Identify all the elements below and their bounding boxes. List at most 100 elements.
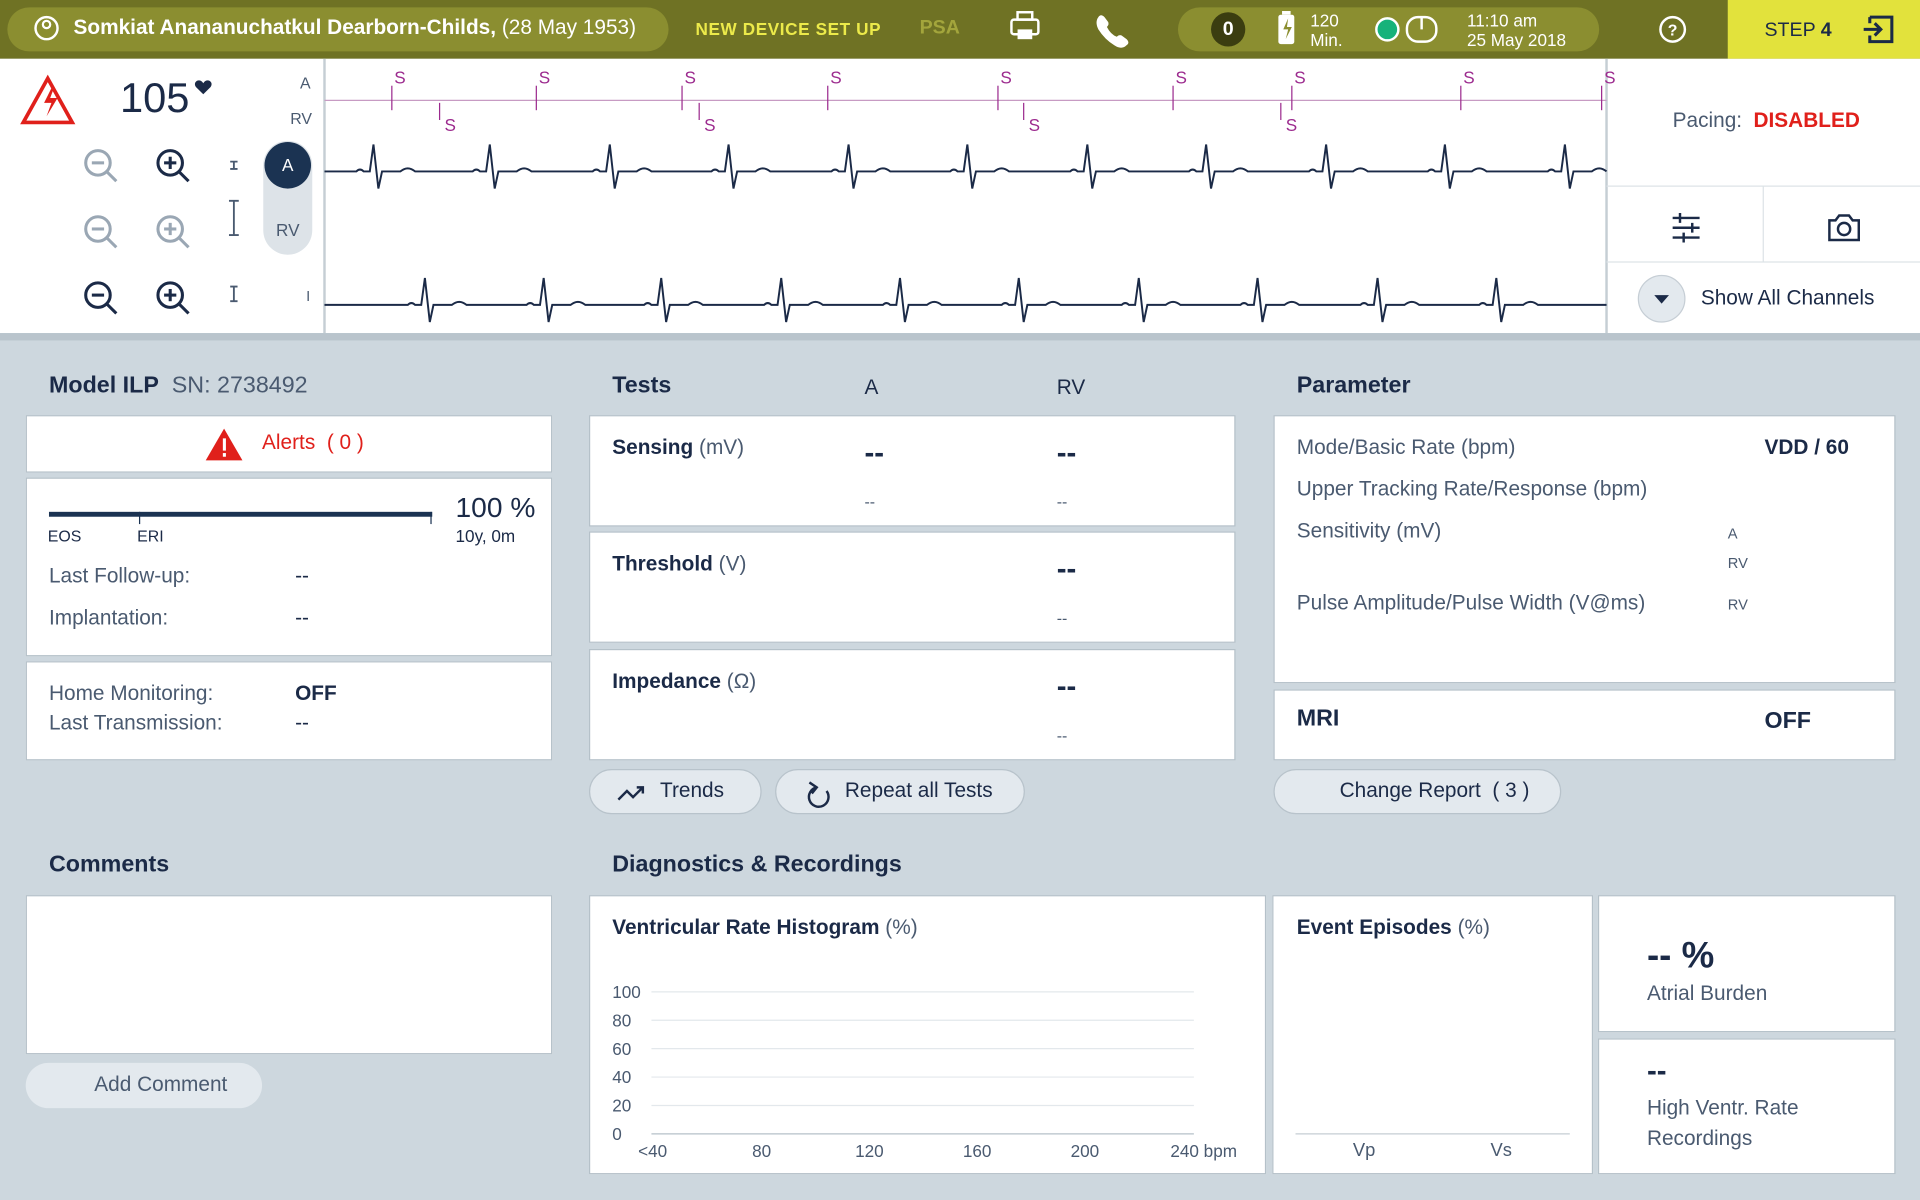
high-rate-label: High Ventr. Rate Recordings	[1646, 1095, 1799, 1150]
channel-label: A	[300, 73, 311, 93]
comments-box[interactable]	[25, 895, 553, 1055]
histogram-unit: (%)	[885, 915, 918, 939]
test-name: Impedance	[612, 669, 721, 693]
param-label: Upper Tracking Rate/Response (bpm)	[1296, 477, 1648, 501]
parameter-card	[1273, 415, 1896, 684]
x-tick-label: <40	[638, 1141, 667, 1161]
monitoring-card	[25, 661, 553, 761]
time: 11:10 am	[1466, 10, 1538, 31]
row-value: --	[295, 605, 309, 630]
x-tick-label: 160	[963, 1141, 992, 1161]
test-unit: (mV)	[699, 435, 745, 459]
episodes-unit: (%)	[1457, 915, 1490, 939]
test-sub: --	[1056, 726, 1068, 745]
channel-label: I	[306, 287, 311, 305]
y-tick-label: 40	[612, 1067, 631, 1087]
psa[interactable]: PSA	[919, 17, 960, 39]
model: Model ILP SN: 2738492	[49, 373, 308, 401]
sense-marker: S	[1463, 67, 1474, 87]
sense-marker: S	[394, 67, 405, 87]
histogram-card	[588, 895, 1267, 1175]
birth-date: (28 May 1953)	[501, 15, 637, 39]
sense-marker: S	[684, 67, 695, 87]
param-label: Mode/Basic Rate (bpm)	[1296, 435, 1516, 459]
param-chan: RV	[1727, 596, 1748, 614]
x-tick-label: 80	[752, 1141, 771, 1161]
x-tick-label: 200	[1071, 1141, 1100, 1161]
heart-rate: 105	[120, 75, 190, 122]
add-comment: Add Comment	[94, 1072, 228, 1096]
alerts-count: ( 0 )	[326, 430, 364, 455]
test-card	[588, 415, 1236, 527]
parameter-title: Parameter	[1296, 372, 1411, 399]
test-sub: --	[1056, 608, 1068, 628]
toggle-a[interactable]: A	[282, 155, 294, 175]
change-count: ( 3 )	[1492, 778, 1530, 802]
sense-marker: S	[1176, 67, 1187, 87]
row-value: --	[295, 711, 309, 735]
trends-label: Trends	[660, 778, 725, 802]
test-sub: --	[1056, 492, 1068, 511]
alerts-card[interactable]	[25, 415, 553, 473]
sense-marker: S	[704, 115, 715, 135]
mri-card	[1273, 689, 1896, 761]
sense-marker: S	[1000, 67, 1011, 87]
change-label: Change Report	[1339, 778, 1481, 802]
col-rv: RV	[1056, 375, 1086, 399]
test-card	[588, 531, 1236, 643]
x-tick-label: 240 bpm	[1170, 1141, 1237, 1161]
step[interactable]: STEP 4	[1764, 19, 1831, 42]
y-tick-label: 60	[612, 1039, 631, 1059]
show-channels[interactable]: Show All Channels	[1700, 286, 1875, 310]
episodes-x-label: Vp	[1352, 1140, 1376, 1161]
episodes-name: Event Episodes	[1296, 915, 1452, 939]
test-unit: (V)	[718, 552, 747, 576]
eos: EOS	[47, 526, 82, 546]
col-a: A	[864, 375, 879, 399]
alerts-label: Alerts	[262, 430, 316, 455]
patient-name: Somkiat Anananuchatkul Dearborn-Childs, …	[73, 16, 636, 41]
test-value: --	[1056, 552, 1077, 587]
y-tick-label: 80	[612, 1010, 631, 1030]
tests-title: Tests	[612, 372, 672, 399]
test-sub: --	[864, 492, 876, 511]
test-value: --	[1056, 670, 1077, 704]
sense-marker: S	[1604, 67, 1615, 87]
toggle-rv[interactable]: RV	[275, 219, 300, 240]
date: 25 May 2018	[1466, 30, 1567, 50]
change-report-button[interactable]	[1273, 768, 1562, 815]
svg-text:?: ?	[1668, 23, 1678, 40]
mode: NEW DEVICE SET UP	[695, 19, 882, 39]
ecg-wave	[324, 277, 1607, 323]
mri-value: OFF	[1764, 708, 1812, 735]
trends-button[interactable]	[588, 768, 762, 815]
pacing-status: DISABLED	[1753, 108, 1860, 133]
sense-marker: S	[1029, 115, 1040, 135]
x-tick-label: 120	[855, 1141, 884, 1161]
sense-marker: S	[830, 67, 841, 87]
add-comment-button[interactable]	[25, 1062, 263, 1109]
row-value: --	[295, 564, 309, 588]
episodes-x-label: Vs	[1490, 1140, 1512, 1161]
name: Somkiat Anananuchatkul Dearborn-Childs,	[73, 15, 497, 39]
param-label: Sensitivity (mV)	[1296, 518, 1442, 543]
high-rate-card	[1597, 1038, 1896, 1175]
y-tick-label: 100	[612, 982, 641, 1002]
param-label: Pulse Amplitude/Pulse Width (V@ms)	[1296, 591, 1646, 615]
step-number: 4	[1820, 20, 1832, 41]
episodes-card	[1272, 895, 1594, 1175]
high-rate-value: --	[1646, 1055, 1667, 1089]
diagnostics-title: Diagnostics & Recordings	[612, 851, 902, 878]
model-name: Model ILP	[48, 372, 159, 399]
comments-title: Comments	[48, 851, 170, 878]
histogram-title: Ventricular Rate Histogram (%)	[612, 916, 917, 941]
pacing-label: Pacing:	[1672, 108, 1743, 133]
param-value: VDD / 60	[1764, 435, 1849, 459]
test-value: --	[864, 436, 885, 470]
patient-pill[interactable]	[7, 7, 669, 52]
